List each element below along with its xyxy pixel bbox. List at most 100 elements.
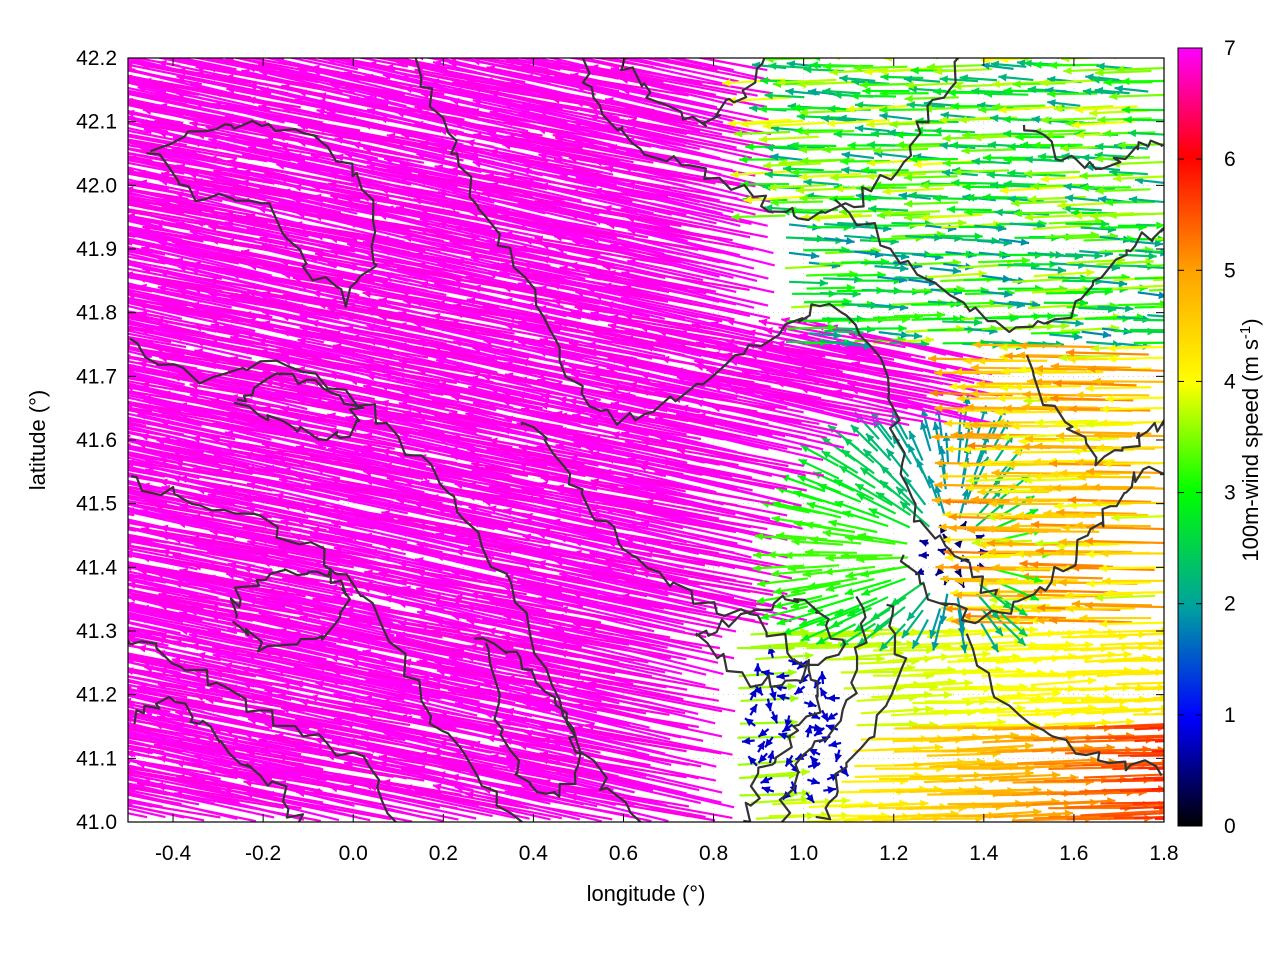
wind-vector — [128, 453, 219, 477]
wind-vector — [523, 518, 671, 554]
wind-vector — [205, 697, 353, 727]
wind-vector-head — [991, 563, 1000, 572]
wind-vector — [943, 776, 1019, 783]
wind-vector — [447, 525, 596, 559]
wind-vector-head — [41, 572, 50, 580]
wind-vector-head — [954, 568, 962, 578]
wind-vector-head — [6, 304, 15, 312]
wind-vector — [894, 680, 957, 688]
wind-vector — [841, 779, 909, 783]
wind-vector-head — [90, 539, 99, 547]
wind-vector-head — [109, 707, 118, 715]
wind-vector — [1061, 791, 1147, 796]
wind-vector — [910, 787, 983, 793]
wind-vector-head — [0, 404, 8, 412]
wind-vector — [128, 502, 268, 531]
wind-vector — [737, 759, 796, 766]
wind-vector-head — [810, 756, 819, 765]
wind-vector — [128, 744, 165, 754]
wind-vector-head — [17, 525, 26, 533]
wind-vector-head — [1014, 603, 1023, 612]
wind-vector — [964, 810, 1042, 818]
wind-vector-head — [605, 557, 614, 565]
wind-vector — [910, 681, 973, 688]
wind-vector-head — [942, 535, 951, 544]
wind-vector — [172, 537, 321, 567]
wind-vectors — [0, 58, 1164, 822]
wind-vector — [1132, 801, 1164, 805]
wind-vector-head — [35, 383, 44, 391]
wind-vector — [315, 681, 463, 717]
wind-vector — [942, 538, 1012, 542]
wind-vector — [605, 558, 753, 586]
wind-vector-head — [988, 499, 997, 508]
wind-vector-head — [1029, 625, 1038, 634]
wind-vector-head — [1023, 512, 1032, 521]
wind-vector — [312, 597, 460, 626]
wind-vector — [1150, 659, 1164, 662]
wind-vector-head — [970, 495, 979, 504]
wind-vector-head — [925, 705, 934, 714]
wind-vector — [1119, 805, 1164, 810]
wind-vector — [128, 489, 199, 506]
wind-vector — [961, 670, 1025, 675]
wind-vector — [980, 696, 1045, 701]
wind-vector-head — [978, 541, 987, 550]
wind-vector — [1093, 433, 1164, 438]
wind-vector-head — [828, 740, 838, 748]
wind-vector-head — [73, 540, 82, 548]
wind-vector-head — [5, 750, 14, 758]
wind-vector — [128, 633, 204, 650]
wind-vector — [962, 735, 1040, 739]
wind-vector — [1066, 669, 1133, 674]
wind-vector-head — [58, 754, 67, 762]
wind-vector-head — [93, 453, 102, 461]
wind-vector-head — [22, 666, 31, 674]
wind-vector — [1071, 602, 1153, 607]
wind-vector — [978, 582, 1049, 585]
wind-vector — [128, 789, 200, 806]
wind-vector-head — [52, 474, 61, 482]
wind-vector-head — [934, 484, 942, 494]
wind-vector — [128, 518, 185, 534]
wind-vector-head — [7, 622, 16, 630]
wind-vector — [1133, 672, 1164, 676]
wind-vector-head — [1104, 589, 1113, 598]
wind-vector-head — [71, 460, 80, 468]
wind-vector — [128, 735, 129, 739]
wind-vector-head — [1091, 483, 1100, 492]
wind-vector — [1098, 566, 1164, 570]
wind-vector-head — [108, 739, 117, 747]
wind-vector-head — [40, 535, 49, 543]
wind-vector-head — [1092, 499, 1101, 507]
wind-vector — [175, 710, 323, 742]
wind-vector — [194, 578, 342, 612]
wind-vector-head — [58, 401, 67, 409]
wind-vector-head — [790, 601, 800, 609]
wind-vector-head — [772, 500, 782, 509]
wind-vector — [128, 619, 130, 622]
wind-vector — [930, 805, 1005, 809]
wind-vector-head — [76, 670, 85, 678]
wind-vector-head — [70, 521, 79, 529]
wind-vector-head — [51, 531, 60, 539]
wind-vector-head — [940, 575, 949, 583]
wind-vector — [738, 773, 797, 780]
wind-vector-head — [40, 610, 49, 618]
wind-vector — [128, 547, 237, 571]
wind-vector-head — [1074, 521, 1083, 530]
wind-vector-head — [0, 396, 8, 404]
wind-vector-head — [109, 650, 118, 658]
wind-vector — [128, 606, 250, 634]
wind-vector-head — [931, 496, 940, 505]
wind-vector-head — [16, 774, 25, 782]
wind-vector-head — [1111, 513, 1120, 522]
wind-vector — [128, 380, 148, 387]
wind-vector — [174, 461, 322, 492]
wind-vector-head — [22, 299, 31, 307]
wind-vector-head — [5, 771, 14, 779]
wind-vector — [331, 712, 479, 745]
wind-vector — [308, 507, 457, 542]
wind-vector-head — [23, 706, 32, 714]
wind-vector-head — [90, 598, 99, 606]
